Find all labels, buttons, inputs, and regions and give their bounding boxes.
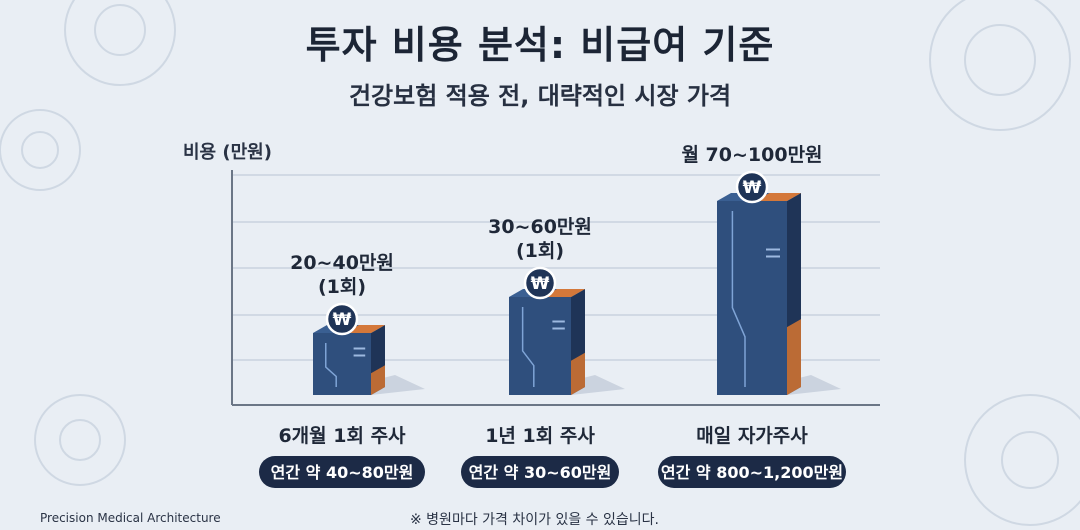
data-label: (1회) <box>318 276 366 298</box>
bar: ₩ <box>509 266 625 395</box>
won-coin-icon: ₩ <box>523 266 557 300</box>
annual-cost-pill <box>461 456 619 488</box>
y-axis-label: 비용 (만원) <box>183 142 272 163</box>
svg-text:₩: ₩ <box>743 178 762 198</box>
bar-circuit-line <box>521 307 535 387</box>
bar: ₩ <box>313 302 425 395</box>
annual-cost-pill <box>658 456 846 488</box>
annual-cost-label: 연간 약 800~1,200만원 <box>661 463 843 482</box>
annual-cost-label: 연간 약 30~60만원 <box>469 463 612 482</box>
annual-cost-label: 연간 약 40~80만원 <box>271 463 414 482</box>
bar-front <box>717 201 787 395</box>
page-subtitle: 건강보험 적용 전, 대략적인 시장 가격 <box>348 82 732 110</box>
bar-accent-side <box>371 365 385 395</box>
annual-cost-pill <box>259 456 425 488</box>
price-disclaimer: ※ 병원마다 가격 차이가 있을 수 있습니다. <box>410 512 659 528</box>
svg-text:₩: ₩ <box>531 274 550 294</box>
page-title: 투자 비용 분석: 비급여 기준 <box>305 23 775 67</box>
x-tick-label: 매일 자가주사 <box>696 425 808 447</box>
bar-accent-side <box>571 352 585 395</box>
data-label: 20~40만원 <box>290 252 394 274</box>
bar-front <box>509 297 571 395</box>
x-tick-label: 1년 1회 주사 <box>485 425 595 447</box>
svg-text:₩: ₩ <box>333 310 352 330</box>
bar: ₩ <box>717 170 841 395</box>
brand-text: Precision Medical Architecture <box>40 511 221 525</box>
bar-front <box>313 333 371 395</box>
data-label: (1회) <box>516 240 564 262</box>
data-label: 월 70~100만원 <box>681 144 822 166</box>
bar-accent-side <box>787 319 801 395</box>
data-label: 30~60만원 <box>488 216 592 238</box>
won-coin-icon: ₩ <box>325 302 359 336</box>
bar-circuit-line <box>731 211 746 387</box>
won-coin-icon: ₩ <box>735 170 769 204</box>
x-tick-label: 6개월 1회 주사 <box>278 425 406 447</box>
bar-circuit-line <box>325 343 337 387</box>
bar-accent-top <box>543 289 585 297</box>
bar-accent-top <box>755 193 801 201</box>
chart-axes <box>231 170 880 406</box>
bar-accent-top <box>344 325 385 333</box>
bars: ₩ ₩ ₩ <box>313 170 841 395</box>
